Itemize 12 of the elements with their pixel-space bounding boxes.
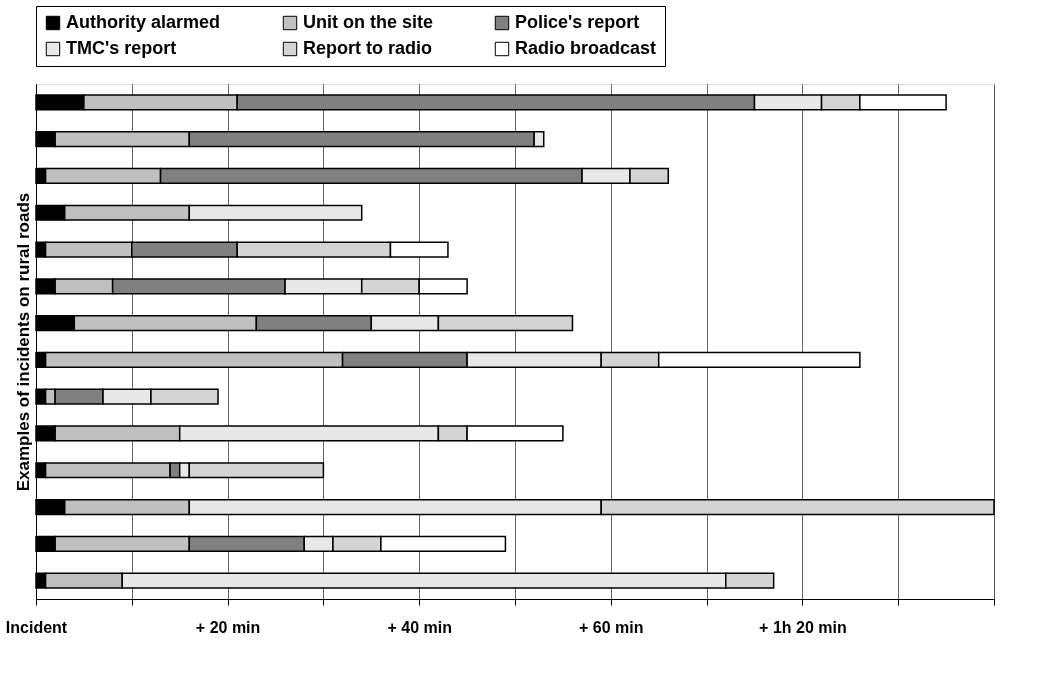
x-tick-label: + 40 min <box>387 618 452 636</box>
legend-label: Police's report <box>515 12 640 32</box>
x-tick-label: + 1h 20 min <box>759 618 847 636</box>
legend-label: Report to radio <box>303 38 432 58</box>
y-axis-title: Examples of incidents on rural roads <box>13 192 33 492</box>
legend-label: Authority alarmed <box>66 12 221 32</box>
x-tick-label: Incident <box>5 618 68 636</box>
legend-label: Radio broadcast <box>515 38 657 58</box>
x-tick-label: + 20 min <box>195 618 261 636</box>
x-tick-label: + 60 min <box>579 618 644 636</box>
legend-label: TMC's report <box>66 38 177 58</box>
legend-label: Unit on the site <box>303 12 433 32</box>
